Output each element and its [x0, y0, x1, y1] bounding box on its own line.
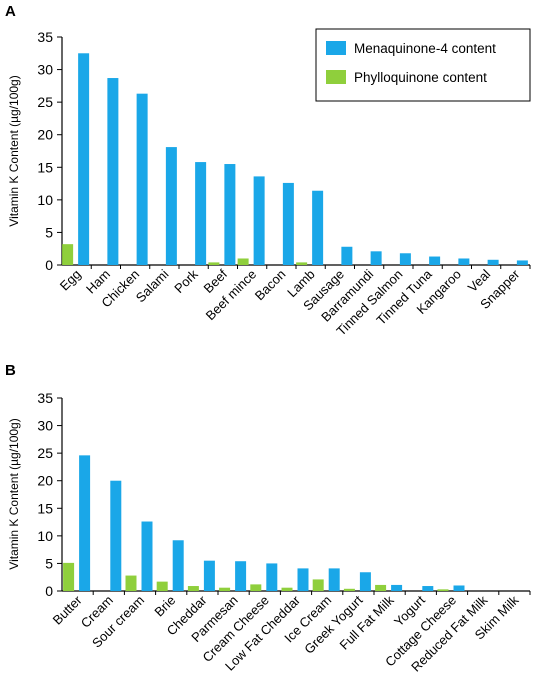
y-tick-label: 25 — [37, 94, 53, 110]
phylloquinone-bar — [62, 244, 74, 265]
panel-b-chart: B 0 5 10 15 20 25 30 35 Vitamin K Content (µg/10… — [5, 362, 531, 675]
menaquinone-bar — [79, 455, 91, 591]
menaquinone-bar — [516, 260, 528, 265]
y-tick-label: 30 — [37, 62, 53, 78]
phylloquinone-bar — [343, 588, 355, 591]
menaquinone-bar — [136, 93, 148, 265]
phylloquinone-bar — [312, 579, 324, 591]
y-tick-label: 5 — [45, 555, 53, 571]
x-category-label: Egg — [57, 267, 84, 294]
menaquinone-bar — [359, 572, 371, 591]
menaquinone-bar — [203, 560, 215, 591]
menaquinone-bar — [78, 53, 90, 266]
menaquinone-bar — [341, 246, 353, 265]
y-tick-label: 25 — [37, 445, 53, 461]
phylloquinone-bar — [250, 584, 262, 591]
x-category-label: Bacon — [252, 267, 289, 304]
x-category-label: Pork — [171, 266, 201, 296]
panel-a-letter: A — [5, 3, 16, 20]
phylloquinone-bar — [63, 562, 75, 591]
y-tick-label: 0 — [45, 257, 53, 273]
phylloquinone-bar — [237, 258, 249, 265]
legend-label-menaquinone: Menaquinone-4 content — [354, 41, 496, 56]
menaquinone-bar — [458, 258, 470, 265]
menaquinone-bar — [172, 540, 184, 591]
panel-a-chart: A 0 5 10 15 20 25 30 35 Vitamin K Content (µg/10… — [5, 3, 531, 339]
y-tick-label: 30 — [37, 418, 53, 434]
menaquinone-bar — [312, 190, 324, 265]
phylloquinone-bar — [156, 581, 168, 591]
y-tick-label: 10 — [37, 192, 53, 208]
y-tick-label: 35 — [37, 29, 53, 45]
menaquinone-bar — [399, 253, 411, 265]
phylloquinone-bar — [219, 587, 231, 591]
menaquinone-bar — [429, 256, 441, 265]
phylloquinone-bar — [437, 589, 449, 591]
phylloquinone-bar — [375, 584, 387, 591]
menaquinone-bar — [110, 480, 122, 591]
menaquinone-bar — [297, 568, 309, 591]
menaquinone-bar — [224, 164, 236, 265]
menaquinone-bar — [253, 176, 265, 265]
y-tick-label: 20 — [37, 473, 53, 489]
phylloquinone-bar — [281, 587, 293, 591]
menaquinone-bar — [235, 561, 247, 591]
menaquinone-bar — [422, 586, 434, 591]
menaquinone-bar — [266, 563, 278, 591]
menaquinone-bar — [195, 162, 207, 265]
y-axis-label: Vitamin K Content (µg/100g) — [7, 75, 21, 226]
phylloquinone-bar — [208, 262, 220, 265]
y-tick-label: 0 — [45, 583, 53, 599]
phylloquinone-bar — [296, 262, 308, 265]
x-category-label: Salami — [133, 266, 172, 305]
y-tick-label: 5 — [45, 224, 53, 240]
y-axis-label: Vitamin K Content (µg/100g) — [7, 418, 21, 569]
legend-swatch-menaquinone — [326, 41, 346, 55]
y-tick-label: 10 — [37, 528, 53, 544]
legend-swatch-phylloquinone — [326, 70, 346, 84]
phylloquinone-bar — [125, 575, 137, 591]
menaquinone-bar — [328, 568, 340, 591]
y-tick-label: 15 — [37, 159, 53, 175]
menaquinone-bar — [107, 78, 119, 265]
y-tick-label: 20 — [37, 127, 53, 143]
menaquinone-bar — [165, 147, 177, 265]
legend-box — [315, 28, 531, 102]
menaquinone-bar — [282, 182, 294, 265]
menaquinone-bar — [141, 521, 153, 591]
y-tick-label: 35 — [37, 390, 53, 406]
menaquinone-bar — [370, 251, 382, 265]
panel-b-letter: B — [5, 362, 16, 379]
menaquinone-bar — [453, 585, 465, 591]
legend-label-phylloquinone: Phylloquinone content — [354, 70, 487, 85]
y-tick-label: 15 — [37, 500, 53, 516]
menaquinone-bar — [391, 584, 403, 591]
menaquinone-bar — [487, 259, 499, 265]
phylloquinone-bar — [187, 586, 199, 591]
x-category-label: Brie — [151, 593, 178, 620]
